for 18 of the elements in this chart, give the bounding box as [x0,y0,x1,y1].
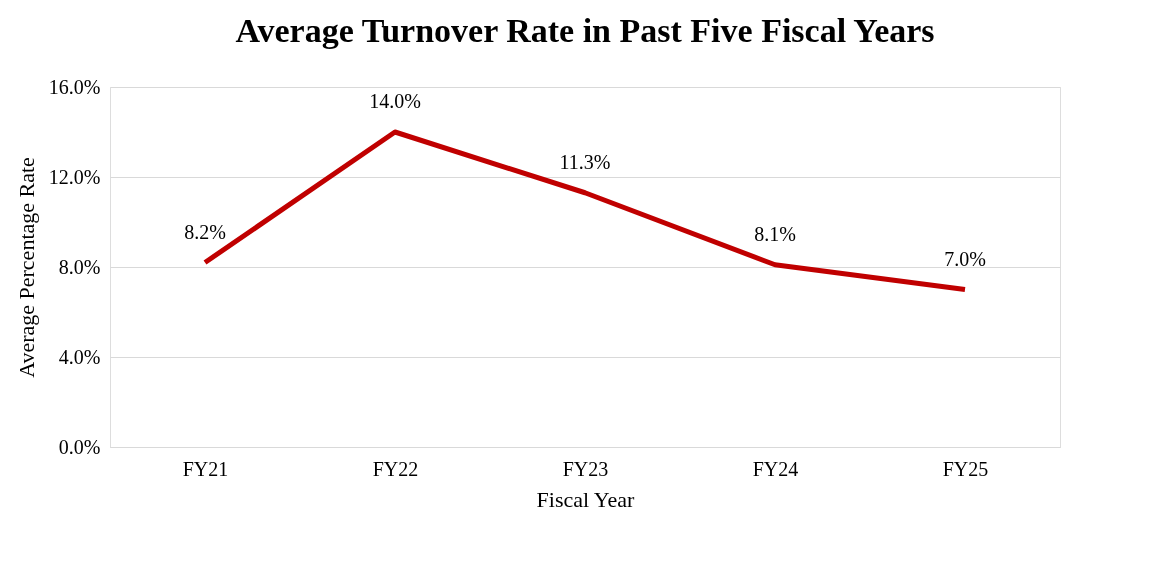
x-tick-label: FY24 [752,457,799,480]
y-tick-label: 12.0% [48,165,101,188]
data-label: 11.3% [559,150,611,173]
y-axis-title: Average Percentage Rate [13,157,39,378]
chart-title: Average Turnover Rate in Past Five Fiscal Years [235,12,935,49]
data-label: 8.1% [754,222,796,245]
y-tick-label: 16.0% [48,75,101,98]
x-tick-label: FY21 [182,457,229,480]
y-tick-label: 4.0% [58,345,101,368]
x-tick-label: FY22 [372,457,419,480]
x-tick-label: FY25 [942,457,989,480]
data-label: 14.0% [369,90,421,112]
x-axis-title: Fiscal Year [536,486,636,512]
y-tick-label: 8.0% [58,255,101,278]
data-label: 8.2% [184,220,226,243]
y-tick-label: 0.0% [58,435,101,458]
data-label: 7.0% [944,247,986,270]
x-tick-label: FY23 [562,457,609,480]
